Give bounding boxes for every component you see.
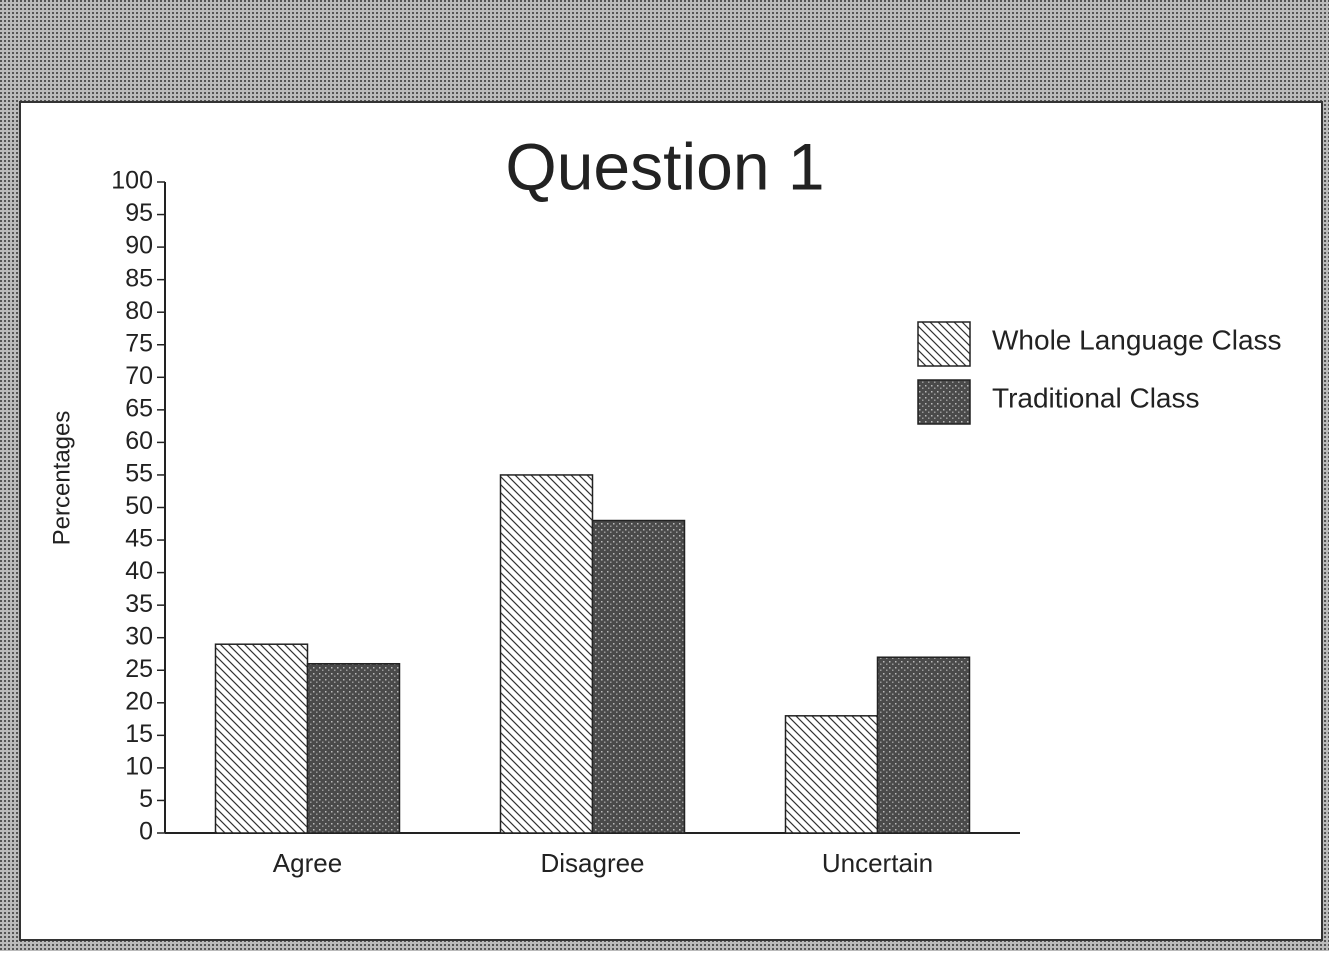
y-tick-label: 65 (125, 394, 153, 422)
legend-swatch (917, 379, 971, 425)
y-tick-label: 15 (125, 720, 153, 748)
x-tick-label: Uncertain (822, 848, 933, 878)
y-tick-label: 50 (125, 492, 153, 520)
y-axis-label: Percentages (48, 411, 75, 546)
y-tick-label: 55 (125, 460, 153, 488)
legend-swatch (917, 321, 971, 367)
y-tick-label: 25 (125, 655, 153, 683)
y-tick-label: 10 (125, 753, 153, 781)
y-tick-label: 95 (125, 199, 153, 227)
y-tick-label: 45 (125, 525, 153, 553)
y-tick-label: 80 (125, 297, 153, 325)
y-tick-label: 35 (125, 590, 153, 618)
y-tick-label: 100 (111, 167, 153, 195)
y-tick-label: 30 (125, 622, 153, 650)
x-tick-label: Agree (273, 848, 342, 878)
legend-label: Whole Language Class (992, 324, 1282, 355)
y-tick-label: 20 (125, 687, 153, 715)
x-tick-label: Disagree (540, 848, 644, 878)
y-tick-label: 70 (125, 362, 153, 390)
bar (499, 474, 594, 834)
y-tick-label: 5 (139, 785, 153, 813)
bar (591, 519, 686, 834)
bar (784, 715, 879, 834)
bar (876, 656, 971, 834)
y-tick-label: 40 (125, 557, 153, 585)
y-tick-label: 85 (125, 264, 153, 292)
y-tick-label: 90 (125, 232, 153, 260)
bar (214, 643, 309, 834)
legend-label: Traditional Class (992, 382, 1199, 413)
bar (306, 662, 401, 834)
chart-title: Question 1 (505, 129, 824, 203)
y-tick-label: 60 (125, 427, 153, 455)
y-tick-label: 75 (125, 329, 153, 357)
y-tick-label: 0 (139, 818, 153, 846)
